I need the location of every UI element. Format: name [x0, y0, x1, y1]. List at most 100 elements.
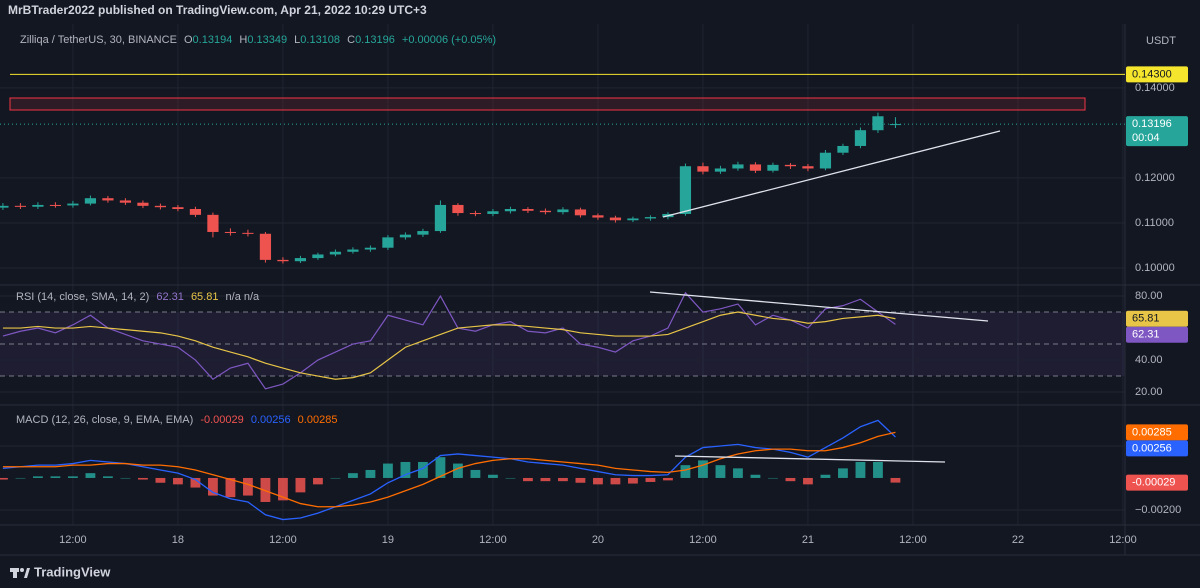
logo-shape — [24, 568, 30, 578]
histogram-bar — [313, 477, 323, 485]
histogram-bar — [663, 477, 673, 481]
series-last-label: 65.81 — [1132, 313, 1160, 325]
histogram-bar — [610, 477, 621, 485]
histogram-bar — [138, 477, 148, 480]
candle-body — [522, 208, 534, 211]
candle-body — [312, 254, 324, 259]
candle-body — [417, 231, 429, 235]
legend-low: 0.13108 — [300, 34, 340, 46]
last-price-label: 0.13196 — [1132, 118, 1172, 130]
candle-body — [224, 231, 237, 233]
y-tick-label: −0.00200 — [1135, 504, 1181, 516]
rsi-extra: n/a n/a — [226, 291, 261, 303]
candle-body — [802, 166, 814, 169]
brand-logo — [10, 568, 30, 578]
histogram-bar — [803, 477, 813, 485]
histogram-bar — [558, 477, 568, 482]
signal-value: 0.00285 — [298, 414, 338, 426]
histogram-bar — [435, 457, 446, 478]
histogram-bar — [383, 463, 393, 478]
candle-body — [574, 209, 587, 216]
series-last-label: 0.00285 — [1132, 426, 1172, 438]
histogram-bar — [523, 477, 533, 482]
candle-body — [364, 247, 377, 250]
candle-body — [137, 202, 149, 206]
brand: TradingView — [34, 564, 111, 579]
byline: MrBTrader2022 published on TradingView.c… — [8, 3, 427, 17]
marks — [0, 73, 1125, 521]
candle-body — [207, 214, 219, 232]
candle-body — [539, 210, 552, 213]
histogram-bar — [680, 465, 691, 478]
histogram-bar — [488, 474, 498, 478]
candle-body — [14, 205, 27, 207]
rsi-value: 62.31 — [156, 291, 184, 303]
histogram-bar — [820, 474, 831, 478]
histogram-bar — [418, 461, 428, 478]
candle-body — [819, 152, 832, 169]
histogram-bar — [15, 477, 26, 479]
series-last-label-box — [1126, 310, 1188, 327]
x-tick-label: 12:00 — [689, 534, 717, 546]
candle-body — [242, 232, 254, 234]
legend-key: H — [239, 34, 247, 46]
histogram-bar — [453, 463, 463, 478]
candle-body — [854, 130, 867, 146]
candle-body — [172, 207, 184, 209]
histogram-bar — [155, 477, 166, 483]
series-last-label: 0.00256 — [1132, 442, 1172, 454]
trend-line — [649, 291, 989, 322]
rsi-line — [2, 291, 896, 390]
candle-body — [504, 208, 517, 212]
candle-body — [767, 164, 779, 171]
resistance-zone — [9, 97, 1086, 111]
candle-body — [557, 209, 569, 213]
candle-body — [609, 217, 622, 221]
histogram-bar — [85, 473, 96, 478]
grid — [0, 24, 1125, 525]
candle-body — [837, 145, 849, 153]
y-tick-label: 20.00 — [1135, 386, 1163, 398]
series-last-label: 62.31 — [1132, 329, 1160, 341]
series-last-label-box — [1126, 424, 1188, 441]
histogram-bar — [540, 477, 551, 482]
histogram-bar — [33, 476, 43, 478]
candle-body — [872, 116, 884, 131]
series-last-label: -0.00029 — [1132, 477, 1175, 489]
histogram-bar — [698, 460, 708, 478]
rsi-title: RSI (14, close, SMA, 14, 2) — [16, 291, 149, 303]
histogram-bar — [838, 468, 848, 478]
y-tick-label: 0.11000 — [1135, 217, 1174, 229]
histogram-bar — [785, 477, 796, 482]
x-tick-label: 18 — [172, 534, 184, 546]
histogram-value: -0.00029 — [200, 414, 243, 426]
legend-high: 0.13349 — [247, 34, 287, 46]
candle-body — [67, 203, 79, 206]
last-price-box — [1126, 116, 1188, 147]
x-tick-label: 19 — [382, 534, 394, 546]
candle-body — [627, 218, 639, 221]
countdown: 00:04 — [1132, 132, 1160, 144]
x-tick-label: 12:00 — [59, 534, 87, 546]
legend-key: O — [184, 34, 193, 46]
candle-body — [889, 124, 902, 126]
candle-body — [347, 249, 359, 252]
series-last-label-box — [1126, 326, 1188, 343]
symbol: Zilliqa / TetherUS, 30, BINANCE — [20, 34, 177, 46]
candle-body — [382, 237, 394, 248]
macd-line — [2, 431, 896, 508]
histogram-bar — [278, 477, 288, 501]
candle-body — [102, 198, 114, 201]
histogram-bar — [295, 477, 306, 493]
legend-key: C — [347, 34, 355, 46]
legend-close: 0.13196 — [355, 34, 395, 46]
histogram-bar — [890, 477, 901, 483]
histogram-bar — [855, 461, 866, 478]
candle-body — [189, 208, 202, 215]
histogram-bar — [190, 477, 201, 488]
histogram-bar — [628, 477, 638, 484]
macd-legend: MACD (12, 26, close, 9, EMA, EMA) -0.000… — [16, 414, 337, 426]
y-tick-label: 80.00 — [1135, 290, 1163, 302]
candle-body — [469, 213, 482, 215]
